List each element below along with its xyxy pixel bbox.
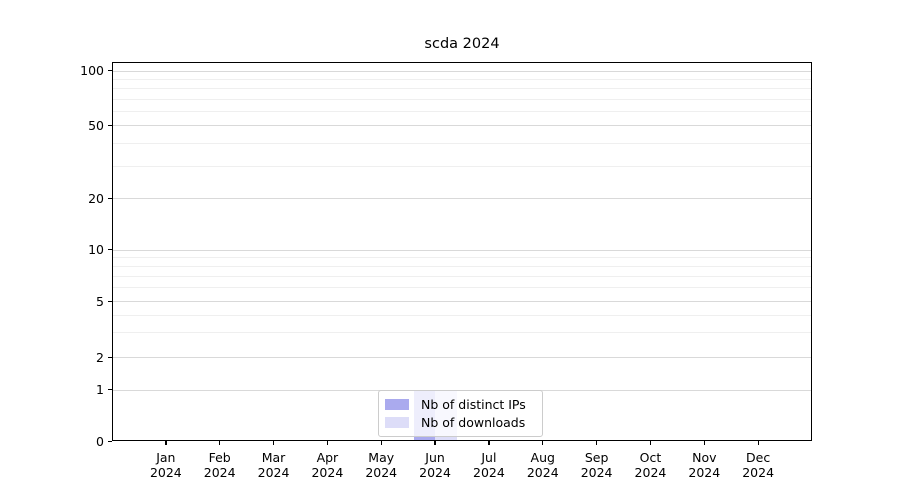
gridline-minor — [113, 276, 811, 277]
y-tick-label: 20 — [88, 190, 104, 206]
y-tick-label: 10 — [88, 242, 104, 257]
y-tick-label: 50 — [88, 117, 104, 133]
gridline-major — [113, 198, 811, 199]
x-tick-label: Jun 2024 — [406, 450, 464, 480]
y-tick-mark — [108, 197, 112, 199]
y-tick-label: 1 — [96, 382, 104, 397]
x-tick-label: Oct 2024 — [621, 450, 679, 480]
x-tick-year: 2024 — [365, 465, 398, 480]
gridline-major — [113, 125, 811, 126]
y-tick-mark — [108, 440, 112, 442]
x-tick-mark — [757, 441, 759, 445]
legend-entry-distinct-ips: Nb of distinct IPs — [385, 397, 542, 412]
x-tick-year: 2024 — [419, 465, 451, 480]
x-tick-month: Sep — [584, 450, 609, 465]
gridline-minor — [113, 257, 811, 259]
x-tick-label: Sep 2024 — [568, 450, 626, 480]
x-tick-year: 2024 — [473, 465, 505, 480]
x-tick-mark — [596, 441, 598, 445]
gridline-minor — [113, 314, 811, 316]
x-tick-month: Mar — [261, 450, 286, 465]
y-tick-mark — [108, 356, 112, 358]
gridline-minor — [113, 142, 811, 144]
x-tick-mark — [326, 441, 329, 445]
legend-label-distinct-ips: Nb of distinct IPs — [421, 397, 526, 412]
y-tick-mark — [108, 249, 112, 251]
legend-swatch-distinct-ips — [385, 399, 409, 410]
x-tick-year: 2024 — [149, 465, 182, 480]
gridline-minor — [113, 88, 811, 90]
x-tick-mark — [165, 441, 167, 445]
gridline-minor — [113, 78, 811, 80]
x-tick-mark — [272, 441, 275, 445]
x-tick-label: Mar 2024 — [245, 450, 303, 480]
x-tick-year: 2024 — [580, 465, 613, 480]
gridline-minor — [113, 266, 811, 268]
x-tick-year: 2024 — [257, 465, 290, 480]
y-tick-label: 5 — [96, 293, 104, 309]
x-tick-month: May — [368, 450, 395, 465]
x-tick-mark — [434, 441, 436, 445]
x-tick-year: 2024 — [742, 465, 775, 480]
x-tick-year: 2024 — [203, 465, 236, 480]
gridline-minor — [113, 287, 811, 289]
x-tick-month: Jan — [156, 450, 176, 465]
x-tick-month: Jul — [481, 450, 497, 465]
legend-label-downloads: Nb of downloads — [421, 415, 526, 430]
x-tick-year: 2024 — [526, 465, 559, 480]
gridline-major — [113, 249, 811, 251]
legend-entry-downloads: Nb of downloads — [385, 415, 542, 430]
x-tick-label: Aug 2024 — [514, 450, 572, 480]
x-tick-month: Jun — [425, 450, 445, 465]
x-tick-month: Oct — [639, 450, 662, 465]
x-tick-year: 2024 — [688, 465, 721, 480]
gridline-minor — [113, 110, 811, 112]
gridline-major — [113, 70, 811, 72]
x-tick-mark — [380, 441, 382, 445]
x-tick-year: 2024 — [311, 465, 344, 480]
x-tick-mark — [649, 441, 652, 445]
gridline-major — [113, 357, 811, 358]
x-tick-label: Dec 2024 — [729, 450, 787, 480]
x-tick-label: May 2024 — [352, 450, 410, 480]
y-tick-mark — [108, 70, 112, 72]
x-tick-mark — [488, 441, 490, 445]
x-tick-label: Feb 2024 — [191, 450, 249, 480]
x-tick-label: Jul 2024 — [460, 450, 518, 480]
legend: Nb of distinct IPs Nb of downloads — [378, 390, 543, 437]
x-tick-label: Nov 2024 — [675, 450, 733, 480]
gridline-major — [113, 301, 811, 302]
x-tick-month: Apr — [316, 450, 339, 465]
gridline-minor — [113, 165, 811, 167]
gridline-minor — [113, 332, 811, 334]
y-tick-mark — [108, 124, 112, 126]
y-tick-label: 100 — [80, 63, 104, 78]
x-tick-mark — [542, 441, 544, 445]
y-tick-label: 2 — [96, 349, 104, 365]
plot-area — [112, 62, 812, 441]
x-tick-month: Nov — [692, 450, 717, 465]
x-tick-month: Dec — [746, 450, 771, 465]
x-tick-month: Feb — [208, 450, 231, 465]
x-tick-mark — [219, 441, 221, 445]
chart-title: scda 2024 — [424, 36, 500, 52]
x-tick-mark — [703, 441, 705, 445]
x-tick-month: Aug — [530, 450, 555, 465]
y-tick-label: 0 — [96, 433, 104, 449]
y-tick-mark — [108, 389, 112, 391]
gridline-minor — [113, 98, 811, 100]
y-tick-mark — [108, 300, 112, 302]
legend-swatch-downloads — [385, 417, 409, 428]
x-tick-label: Apr 2024 — [298, 450, 356, 480]
x-tick-year: 2024 — [634, 465, 667, 480]
x-tick-label: Jan 2024 — [137, 450, 195, 480]
